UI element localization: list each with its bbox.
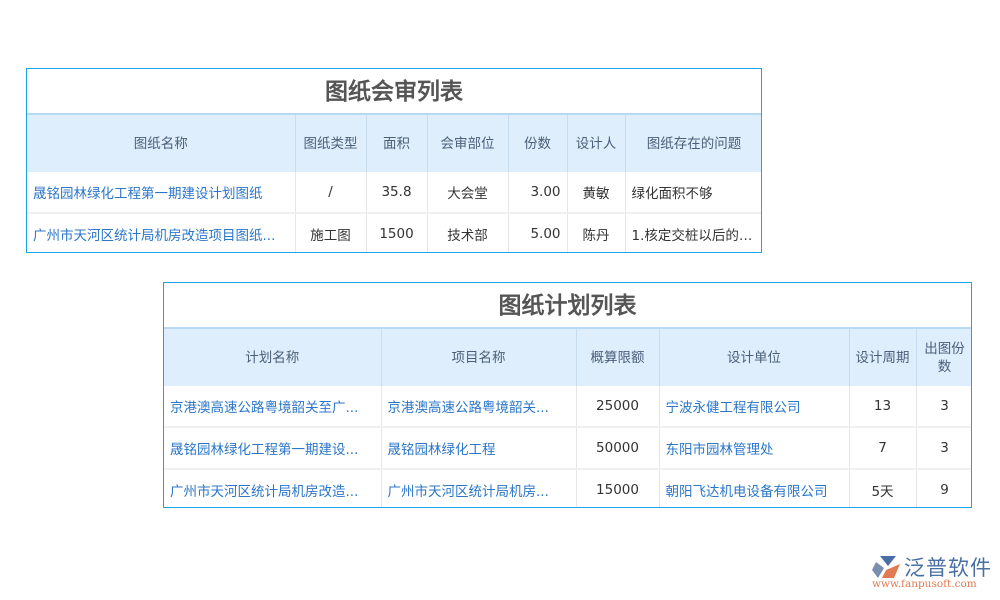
- cell: 1500: [366, 213, 428, 252]
- cell: 黄敏: [567, 172, 626, 214]
- column-header[interactable]: 项目名称: [381, 329, 577, 386]
- cell: 陈丹: [567, 213, 626, 252]
- plan-table-title: 图纸计划列表: [164, 283, 971, 329]
- column-header[interactable]: 出图份数: [916, 329, 971, 386]
- table-header-row: 图纸名称 图纸类型 面积 会审部位 份数 设计人 图纸存在的问题: [27, 115, 761, 172]
- plan-name-link[interactable]: 京港澳高速公路粤境韶关至广...: [164, 386, 382, 428]
- cell: 3: [916, 386, 971, 428]
- project-name-link[interactable]: 京港澳高速公路粤境韶关...: [381, 386, 577, 428]
- cell: 25000: [576, 386, 660, 428]
- plan-table: 计划名称 项目名称 概算限额 设计单位 设计周期 出图份数 京港澳高速公路粤境韶…: [164, 329, 971, 507]
- column-header[interactable]: 设计人: [567, 115, 626, 172]
- cell: 5天: [849, 469, 917, 507]
- column-header[interactable]: 图纸名称: [27, 115, 296, 172]
- plan-table-panel: 图纸计划列表 计划名称 项目名称 概算限额 设计单位 设计周期 出图份数 京港澳…: [163, 282, 972, 508]
- cell: 9: [916, 469, 971, 507]
- logo-mark-icon: [872, 556, 900, 578]
- table-row: 晟铭园林绿化工程第一期建设计划图纸 / 35.8 大会堂 3.00 黄敏 绿化面…: [27, 172, 761, 214]
- project-name-link[interactable]: 晟铭园林绿化工程: [381, 427, 577, 470]
- column-header[interactable]: 设计周期: [849, 329, 917, 386]
- review-table-title: 图纸会审列表: [27, 69, 761, 115]
- column-header[interactable]: 设计单位: [659, 329, 850, 386]
- table-row: 京港澳高速公路粤境韶关至广... 京港澳高速公路粤境韶关... 25000 宁波…: [164, 386, 971, 428]
- column-header[interactable]: 概算限额: [576, 329, 660, 386]
- cell: /: [295, 172, 367, 214]
- cell: 3.00: [508, 172, 568, 214]
- fanpusoft-logo: 泛普软件 www.fanpusoft.com: [872, 552, 997, 597]
- cell: 15000: [576, 469, 660, 507]
- cell: 1.核定交桩以后的标...: [625, 213, 761, 252]
- table-row: 晟铭园林绿化工程第一期建设... 晟铭园林绿化工程 50000 东阳市园林管理处…: [164, 427, 971, 470]
- drawing-name-link[interactable]: 广州市天河区统计局机房改造项目图纸...: [27, 213, 296, 252]
- design-unit-link[interactable]: 宁波永健工程有限公司: [659, 386, 850, 428]
- design-unit-link[interactable]: 东阳市园林管理处: [659, 427, 850, 470]
- cell: 7: [849, 427, 917, 470]
- cell: 50000: [576, 427, 660, 470]
- column-header[interactable]: 图纸类型: [295, 115, 367, 172]
- column-header[interactable]: 计划名称: [164, 329, 382, 386]
- plan-name-link[interactable]: 广州市天河区统计局机房改造...: [164, 469, 382, 507]
- cell: 13: [849, 386, 917, 428]
- cell: 5.00: [508, 213, 568, 252]
- review-table-panel: 图纸会审列表 图纸名称 图纸类型 面积 会审部位 份数 设计人 图纸存在的问题 …: [26, 68, 762, 253]
- column-header[interactable]: 份数: [508, 115, 568, 172]
- drawing-name-link[interactable]: 晟铭园林绿化工程第一期建设计划图纸: [27, 172, 296, 214]
- design-unit-link[interactable]: 朝阳飞达机电设备有限公司: [659, 469, 850, 507]
- cell: 施工图: [295, 213, 367, 252]
- cell: 大会堂: [427, 172, 509, 214]
- table-row: 广州市天河区统计局机房改造项目图纸... 施工图 1500 技术部 5.00 陈…: [27, 213, 761, 252]
- logo-url: www.fanpusoft.com: [872, 578, 977, 590]
- column-header[interactable]: 面积: [366, 115, 428, 172]
- cell: 3: [916, 427, 971, 470]
- cell: 35.8: [366, 172, 428, 214]
- table-header-row: 计划名称 项目名称 概算限额 设计单位 设计周期 出图份数: [164, 329, 971, 386]
- column-header[interactable]: 图纸存在的问题: [625, 115, 761, 172]
- cell: 技术部: [427, 213, 509, 252]
- column-header[interactable]: 会审部位: [427, 115, 509, 172]
- project-name-link[interactable]: 广州市天河区统计局机房...: [381, 469, 577, 507]
- cell: 绿化面积不够: [625, 172, 761, 214]
- logo-name: 泛普软件: [904, 556, 992, 580]
- plan-name-link[interactable]: 晟铭园林绿化工程第一期建设...: [164, 427, 382, 470]
- table-row: 广州市天河区统计局机房改造... 广州市天河区统计局机房... 15000 朝阳…: [164, 469, 971, 507]
- review-table: 图纸名称 图纸类型 面积 会审部位 份数 设计人 图纸存在的问题 晟铭园林绿化工…: [27, 115, 761, 252]
